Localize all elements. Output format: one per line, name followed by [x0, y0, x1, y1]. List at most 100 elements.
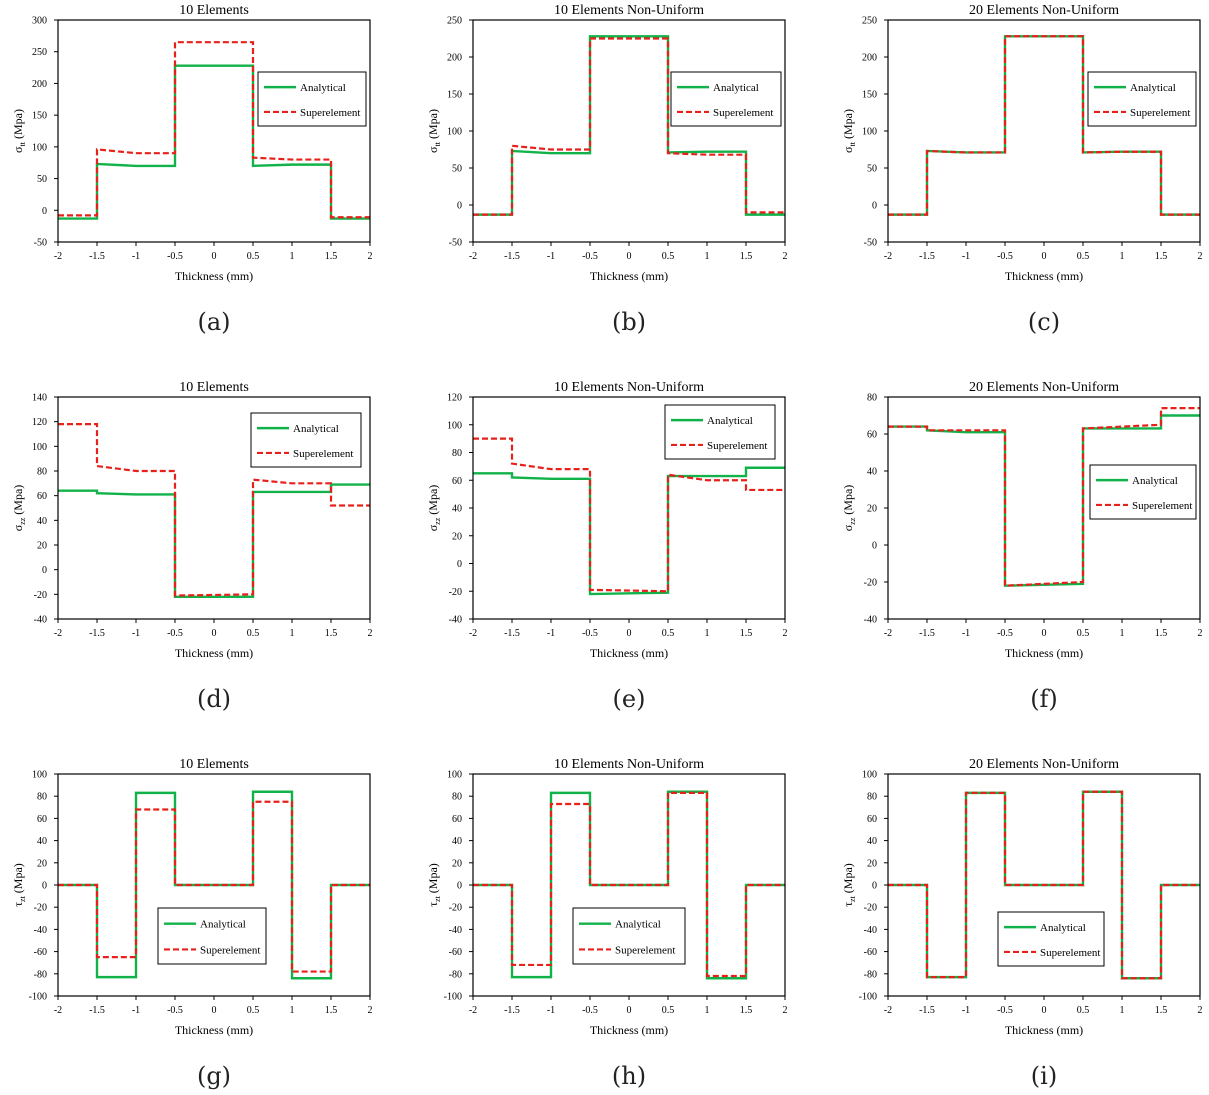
y-tick-label: 60	[37, 491, 47, 502]
x-tick-label: 1	[290, 251, 295, 262]
y-tick-label: -40	[34, 925, 47, 936]
x-tick-label: 0	[1042, 1005, 1047, 1016]
chart-title: 10 Elements	[179, 3, 249, 18]
x-tick-label: 0	[212, 251, 217, 262]
x-tick-label: 2	[783, 628, 788, 639]
x-tick-label: -2	[884, 1005, 892, 1016]
legend: Analytical Superelement	[1089, 464, 1197, 520]
x-tick-label: 0.5	[247, 628, 260, 639]
y-axis-label: σtt (Mpa)	[841, 109, 857, 153]
y-tick-label: 0	[42, 206, 47, 217]
y-tick-label: 40	[452, 504, 462, 515]
legend-label-analytical: Analytical	[615, 919, 661, 931]
legend-label-superelement: Superelement	[200, 944, 260, 956]
y-tick-label: -50	[34, 238, 47, 249]
y-axis-label-unit: (Mpa)	[841, 863, 855, 896]
y-tick-label: -60	[34, 947, 47, 958]
x-tick-label: -1	[132, 1005, 140, 1016]
y-tick-label: 80	[452, 792, 462, 803]
y-tick-label: -100	[859, 992, 877, 1003]
chart-panel-2: 10 Elements Non-Uniform -2 -1.5 -1 -0.5 0 0.5 1…	[426, 3, 788, 283]
y-axis-label-subscript: tt	[848, 141, 857, 146]
y-tick-label: 250	[862, 16, 877, 27]
x-tick-label: -2	[54, 628, 62, 639]
x-axis-label: Thickness (mm)	[1005, 1023, 1083, 1037]
y-tick-label: 100	[447, 127, 462, 138]
x-tick-label: 0	[627, 628, 632, 639]
y-tick-label: 40	[452, 836, 462, 847]
chart-title: 10 Elements Non-Uniform	[554, 380, 704, 395]
y-tick-label: 120	[447, 393, 462, 404]
x-tick-label: 1	[705, 251, 710, 262]
y-tick-label: 0	[457, 881, 462, 892]
panel-caption: (h)	[611, 1062, 647, 1090]
panel-caption: (c)	[1027, 308, 1061, 336]
y-axis-label-subscript: zt	[848, 895, 857, 902]
chart-panel-5: 10 Elements Non-Uniform -2 -1.5 -1 -0.5 0 0.5 1…	[426, 380, 788, 660]
y-tick-label: -50	[449, 238, 462, 249]
x-tick-label: 1.5	[325, 628, 338, 639]
x-tick-label: 0.5	[662, 628, 675, 639]
y-tick-label: 50	[37, 174, 47, 185]
x-tick-label: -0.5	[997, 628, 1013, 639]
y-tick-label: 250	[32, 47, 47, 58]
series-line-analytical	[473, 466, 785, 596]
y-tick-label: -20	[864, 578, 877, 589]
legend-label-superelement: Superelement	[707, 440, 767, 452]
series-line-superelement	[473, 437, 785, 593]
legend: Analytical Superelement	[1087, 71, 1197, 127]
chart-panel-6: 20 Elements Non-Uniform -2 -1.5 -1 -0.5 0 0.5 1…	[841, 380, 1203, 660]
y-axis-label: τzt (Mpa)	[426, 863, 442, 907]
x-tick-label: 2	[368, 628, 373, 639]
legend-label-superelement: Superelement	[713, 107, 773, 119]
y-axis-label-subscript: tt	[433, 141, 442, 146]
x-tick-label: 2	[368, 251, 373, 262]
x-tick-label: -0.5	[582, 1005, 598, 1016]
legend: Analytical Superelement	[572, 907, 686, 965]
x-tick-label: 0	[627, 1005, 632, 1016]
x-tick-label: -1.5	[504, 628, 520, 639]
y-tick-label: 80	[37, 467, 47, 478]
x-tick-label: -1.5	[89, 1005, 105, 1016]
y-axis-label: σzz (Mpa)	[426, 485, 442, 532]
x-tick-label: -0.5	[582, 628, 598, 639]
x-tick-label: -0.5	[997, 251, 1013, 262]
y-axis-label-unit: (Mpa)	[426, 485, 440, 518]
chart-panel-1: 10 Elements -2 -1.5 -1 -0.5 0 0.5 1 1.5 2 -50 0 50 10…	[11, 3, 373, 283]
y-axis-label-unit: (Mpa)	[841, 109, 855, 142]
x-tick-label: -2	[469, 251, 477, 262]
y-tick-label: -20	[449, 587, 462, 598]
chart-title: 20 Elements Non-Uniform	[969, 757, 1119, 772]
y-axis-label-symbol: σ	[841, 146, 855, 153]
x-tick-label: -2	[884, 628, 892, 639]
y-tick-label: 0	[42, 881, 47, 892]
y-axis-label: σzz (Mpa)	[841, 485, 857, 532]
y-tick-label: 20	[867, 858, 877, 869]
x-tick-label: -0.5	[997, 1005, 1013, 1016]
y-tick-label: 0	[872, 201, 877, 212]
x-tick-label: -1	[547, 251, 555, 262]
plot-frame	[887, 19, 1201, 243]
x-tick-label: -1.5	[89, 628, 105, 639]
y-tick-label: 0	[872, 541, 877, 552]
x-tick-label: 1.5	[1155, 1005, 1168, 1016]
y-tick-label: -100	[444, 992, 462, 1003]
x-tick-label: 2	[1198, 1005, 1203, 1016]
y-axis-label: σzz (Mpa)	[11, 485, 27, 532]
y-tick-label: 120	[32, 417, 47, 428]
x-tick-label: -1.5	[504, 251, 520, 262]
chart-panel-7: 10 Elements -2 -1.5 -1 -0.5 0 0.5 1 1.5 2 -100 -80 -…	[11, 757, 373, 1037]
panel-caption: (d)	[196, 685, 232, 713]
x-tick-label: -1	[132, 628, 140, 639]
y-axis-label: σtt (Mpa)	[11, 109, 27, 153]
x-tick-label: 0	[1042, 628, 1047, 639]
y-tick-label: -60	[864, 947, 877, 958]
y-tick-label: -20	[449, 903, 462, 914]
panel-caption: (b)	[611, 308, 647, 336]
x-tick-label: -0.5	[167, 1005, 183, 1016]
x-tick-label: 1.5	[325, 251, 338, 262]
legend-box	[250, 412, 362, 468]
y-tick-label: -20	[34, 903, 47, 914]
y-tick-label: 100	[32, 142, 47, 153]
y-axis-label-unit: (Mpa)	[841, 485, 855, 518]
